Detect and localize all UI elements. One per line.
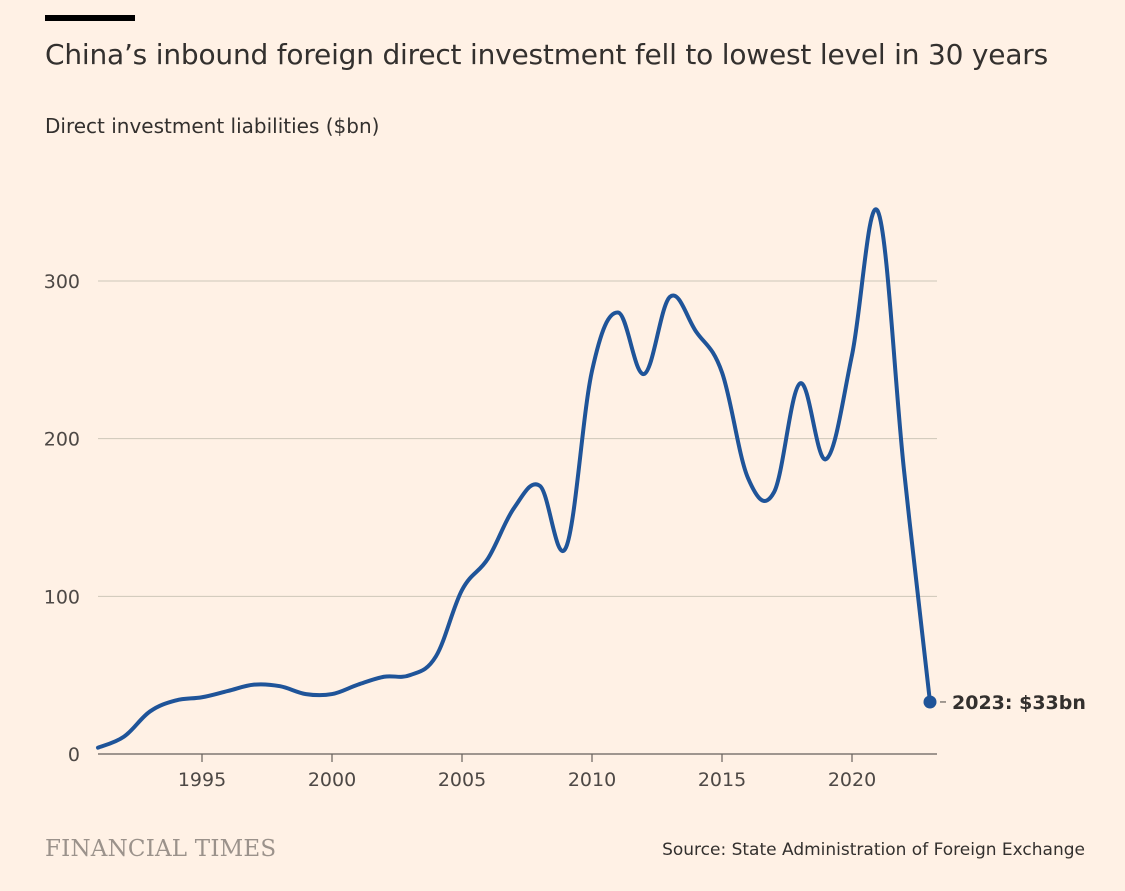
x-tick-label: 2005 [438,769,486,791]
chart-title: China’s inbound foreign direct investmen… [45,38,1048,71]
chart-subtitle: Direct investment liabilities ($bn) [45,114,380,138]
y-axis-tick-labels: 0 100 200 300 [44,271,80,766]
annotation-label: 2023: $33bn [952,692,1086,714]
x-tick-label: 2015 [698,769,746,791]
x-tick-label: 1995 [178,769,226,791]
y-tick-label: 0 [68,744,80,766]
series-group [96,207,932,750]
ft-logo: FINANCIAL TIMES [45,836,277,862]
x-tick-label: 2010 [568,769,616,791]
x-axis: 1995 2000 2005 2010 2015 2020 [98,753,937,791]
y-tick-label: 200 [44,429,80,451]
end-point-marker [923,695,937,709]
series-line-fdi [96,207,932,750]
grid-lines [98,280,937,597]
end-annotation: 2023: $33bn [923,692,1086,714]
x-tick-label: 2020 [828,769,876,791]
y-tick-label: 300 [44,271,80,293]
y-tick-label: 100 [44,586,80,608]
source-note: Source: State Administration of Foreign … [662,840,1085,860]
title-accent-bar [45,15,135,21]
x-tick-label: 2000 [308,769,356,791]
